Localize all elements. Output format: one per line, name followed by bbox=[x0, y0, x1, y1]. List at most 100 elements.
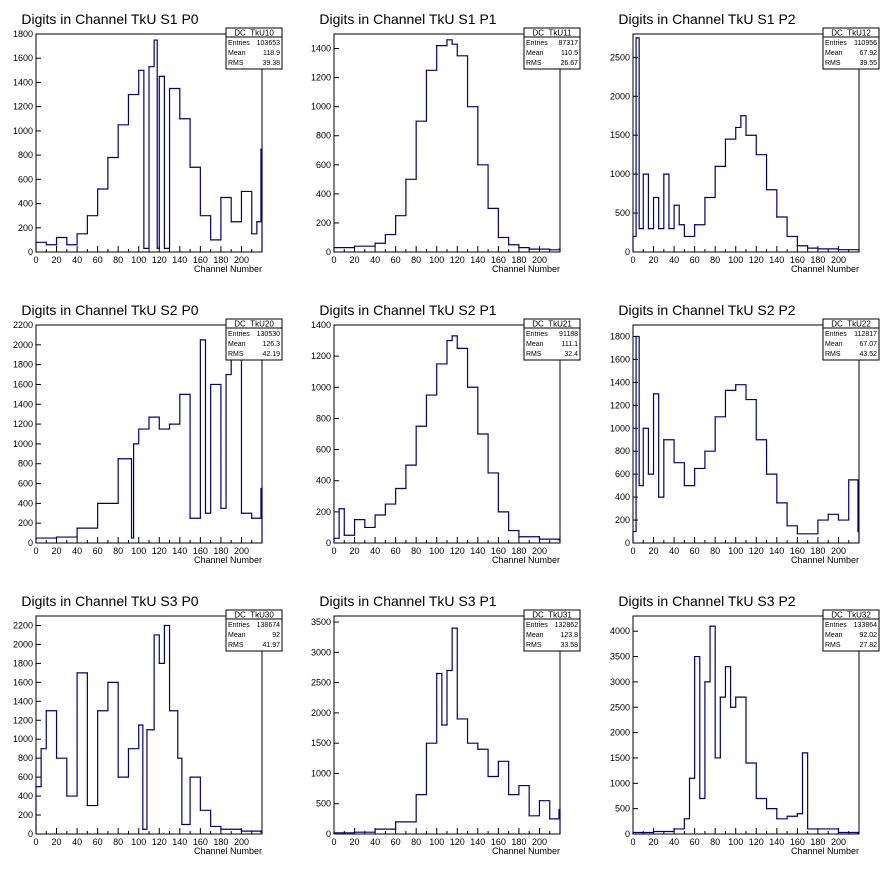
histogram-bin-point bbox=[735, 126, 737, 129]
histogram-pad-DC_TkU30: Digits in Channel TkU S3 P0 200 400 600 800 1… bbox=[0, 582, 299, 872]
histogram-bin-point bbox=[364, 526, 366, 529]
histogram-bin-point bbox=[168, 423, 171, 425]
stats-value-entries: 112817 bbox=[854, 331, 877, 338]
x-axis-label: Channel Number bbox=[492, 264, 560, 274]
x-tick-label: 0 bbox=[33, 255, 38, 265]
histogram-bin-point bbox=[451, 627, 453, 629]
histogram-bin-point bbox=[384, 503, 386, 505]
x-axis-label: Channel Number bbox=[791, 264, 859, 274]
chart-title: Digits in Channel TkU S2 P2 bbox=[618, 302, 795, 318]
stats-name: DC_TkU30 bbox=[234, 611, 274, 620]
stats-value-mean: 110.5 bbox=[561, 50, 578, 57]
histogram-pad-DC_TkU20: Digits in Channel TkU S2 P0 200 400 600 800 1… bbox=[0, 291, 299, 581]
x-tick-label: 40 bbox=[72, 255, 82, 265]
x-tick-label: 160 bbox=[491, 837, 506, 847]
y-tick-label: 800 bbox=[316, 413, 331, 423]
stats-label-mean: Mean bbox=[526, 632, 544, 639]
y-tick-label-zero: 0 bbox=[28, 829, 33, 839]
histogram-bin-point bbox=[374, 242, 376, 244]
x-tick-label: 80 bbox=[113, 837, 123, 847]
chart-title: Digits in Channel TkU S1 P0 bbox=[21, 11, 198, 27]
histogram-bin-point bbox=[132, 443, 135, 445]
y-tick-label: 1600 bbox=[610, 354, 630, 364]
x-tick-label: 40 bbox=[72, 546, 82, 556]
y-tick-label: 600 bbox=[316, 160, 331, 170]
stats-value-mean: 67.07 bbox=[859, 341, 877, 348]
y-tick-label: 3000 bbox=[610, 677, 630, 687]
histogram-bin-point bbox=[199, 339, 201, 341]
histogram-bin-point bbox=[117, 458, 119, 460]
histogram-bin-point bbox=[714, 416, 716, 418]
stats-name: DC_TkU12 bbox=[831, 29, 871, 38]
stats-label-mean: Mean bbox=[825, 50, 843, 57]
stats-value-mean: 126.3 bbox=[262, 341, 280, 348]
x-tick-label: 120 bbox=[749, 546, 764, 556]
histogram-chart: Digits in Channel TkU S1 P02004006008001… bbox=[13, 11, 283, 274]
stats-label-mean: Mean bbox=[825, 341, 843, 348]
x-tick-label: 100 bbox=[429, 837, 444, 847]
histogram-bin-point bbox=[374, 514, 376, 516]
x-axis-label: Channel Number bbox=[492, 555, 560, 565]
x-tick-label: 60 bbox=[690, 546, 700, 556]
x-tick-label: 160 bbox=[790, 546, 805, 556]
x-tick-label: 40 bbox=[370, 546, 380, 556]
histogram-bin-point bbox=[107, 156, 109, 159]
histogram-bin-point bbox=[415, 425, 417, 427]
histogram-bin-point bbox=[765, 808, 768, 810]
histogram-bin-point bbox=[138, 428, 140, 430]
histogram-bin-point bbox=[333, 247, 335, 249]
histogram-bin-point bbox=[714, 757, 716, 759]
histogram-bin-point bbox=[225, 373, 227, 376]
x-tick-label: 200 bbox=[831, 255, 846, 265]
y-tick-label: 600 bbox=[615, 469, 630, 479]
y-tick-label: 800 bbox=[18, 459, 33, 469]
y-tick-label: 2000 bbox=[311, 708, 331, 718]
y-tick-label: 1400 bbox=[610, 377, 630, 387]
histogram-bin-point bbox=[142, 828, 144, 830]
x-tick-label: 60 bbox=[690, 837, 700, 847]
x-tick-label: 120 bbox=[450, 255, 465, 265]
y-tick-label: 400 bbox=[18, 791, 33, 801]
y-tick-label: 3000 bbox=[311, 647, 331, 657]
stats-label-entries: Entries bbox=[228, 622, 250, 629]
histogram-bin-point bbox=[220, 828, 222, 830]
stats-box: DC_TkU20 Entries 130530 Mean 126.3 RMS 42.19 bbox=[225, 318, 283, 361]
histogram-bin-point bbox=[395, 215, 397, 217]
y-tick-label-zero: 0 bbox=[28, 247, 33, 257]
histogram-bin-point bbox=[240, 190, 243, 193]
x-tick-label: 140 bbox=[470, 837, 485, 847]
y-tick-label: 1400 bbox=[311, 44, 331, 54]
x-tick-label: 160 bbox=[790, 255, 805, 265]
histogram-bin-point bbox=[538, 538, 541, 540]
y-tick-label-zero: 0 bbox=[625, 247, 630, 257]
x-tick-label: 180 bbox=[213, 546, 228, 556]
histogram-bin-point bbox=[156, 247, 158, 249]
y-tick-label: 200 bbox=[615, 515, 630, 525]
histogram-bin-point bbox=[487, 775, 489, 778]
histogram-bin-point bbox=[210, 383, 212, 386]
histogram-bin-point bbox=[487, 207, 489, 209]
x-tick-label: 40 bbox=[669, 255, 679, 265]
histogram-bin-point bbox=[807, 247, 809, 249]
stats-value-rms: 26.67 bbox=[560, 60, 578, 67]
y-tick-label: 200 bbox=[18, 518, 33, 528]
x-tick-label: 40 bbox=[370, 255, 380, 265]
y-tick-label: 400 bbox=[316, 476, 331, 486]
histogram-bin-point bbox=[138, 724, 140, 726]
histogram-bin-point bbox=[35, 241, 37, 243]
histogram-bin-point bbox=[158, 75, 160, 77]
histogram-bin-point bbox=[146, 729, 148, 731]
histogram-bin-point bbox=[158, 662, 160, 664]
histogram-bin-point bbox=[40, 748, 42, 750]
x-tick-label: 200 bbox=[532, 837, 547, 847]
histogram-bin-point bbox=[343, 534, 345, 536]
chart-title: Digits in Channel TkU S3 P2 bbox=[618, 593, 795, 609]
histogram-bin-point bbox=[168, 710, 171, 712]
x-tick-label: 20 bbox=[52, 255, 62, 265]
y-tick-label: 800 bbox=[615, 446, 630, 456]
histogram-bin-point bbox=[436, 45, 438, 47]
histogram-bin-point bbox=[714, 165, 716, 167]
x-tick-label: 180 bbox=[511, 255, 526, 265]
stats-name: DC_TkU31 bbox=[532, 611, 572, 620]
histogram-bin-point bbox=[663, 439, 665, 441]
